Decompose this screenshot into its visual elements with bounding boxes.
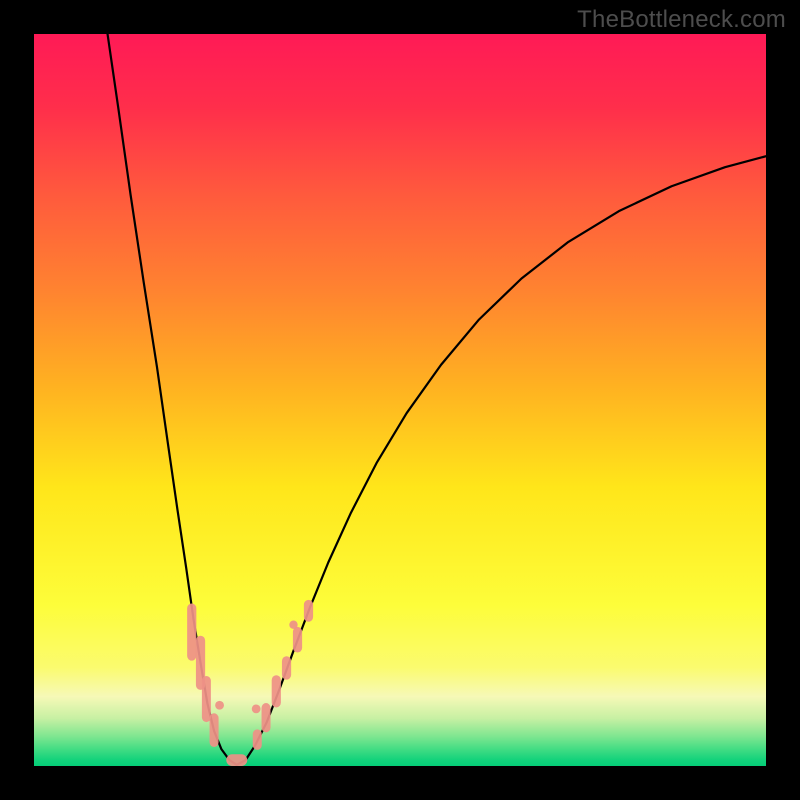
chart-canvas: TheBottleneck.com xyxy=(0,0,800,800)
watermark-text: TheBottleneck.com xyxy=(577,6,786,34)
data-marker-dot xyxy=(252,705,261,714)
data-marker-dot xyxy=(215,701,224,710)
data-marker-segment xyxy=(253,729,262,750)
data-marker-segment xyxy=(226,754,247,766)
data-marker-segment xyxy=(293,627,302,653)
data-marker-segment xyxy=(202,676,211,722)
data-marker-segment xyxy=(282,656,291,679)
data-marker-segment xyxy=(210,713,219,747)
bottleneck-curve-chart xyxy=(0,0,800,800)
data-marker-dot xyxy=(289,621,297,629)
data-marker-segment xyxy=(304,600,313,622)
data-marker-segment xyxy=(262,703,271,732)
plot-background xyxy=(34,34,766,766)
data-marker-segment xyxy=(272,675,281,707)
data-marker-segment xyxy=(187,604,196,661)
